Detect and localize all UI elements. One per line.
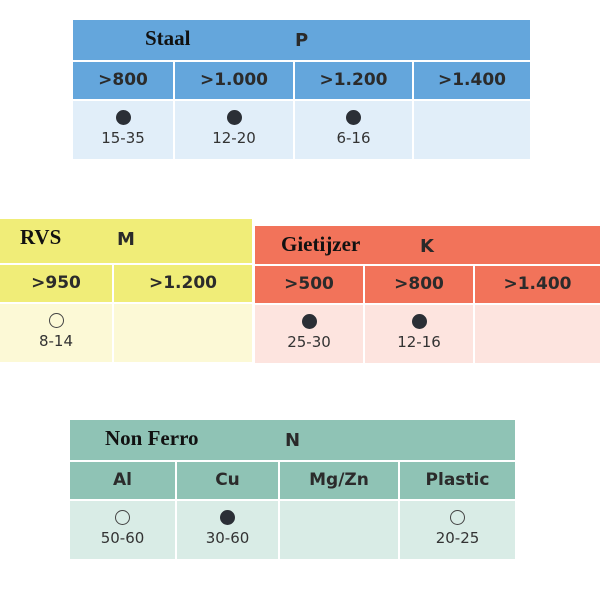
value-row: 50-60 30-60 20-25 bbox=[70, 501, 515, 559]
filled-circle-icon bbox=[301, 314, 317, 329]
header-row: Al Cu Mg/Zn Plastic bbox=[70, 462, 515, 499]
value-cell bbox=[114, 304, 252, 362]
filled-circle-icon bbox=[226, 110, 242, 125]
column-header: >500 bbox=[255, 266, 363, 303]
filled-circle-icon bbox=[220, 510, 235, 525]
iso-code: N bbox=[285, 430, 301, 451]
column-header: >1.200 bbox=[114, 265, 252, 302]
value-cell: 15-35 bbox=[73, 101, 173, 159]
table-title: Non Ferro N bbox=[70, 420, 515, 460]
open-circle-icon bbox=[48, 313, 64, 328]
value-cell: 30-60 bbox=[177, 501, 278, 559]
table-gietijzer: Gietijzer K >500 >800 >1.400 25-30 12-16 bbox=[255, 226, 600, 363]
value-cell: 25-30 bbox=[255, 305, 363, 363]
value-cell: 20-25 bbox=[400, 501, 515, 559]
material-name: RVS bbox=[20, 225, 62, 249]
value-row: 8-14 bbox=[0, 304, 252, 362]
value-cell bbox=[280, 501, 398, 559]
value-row: 15-35 12-20 6-16 bbox=[73, 101, 530, 159]
column-header: >1.200 bbox=[295, 62, 412, 99]
iso-code: P bbox=[295, 30, 309, 51]
table-staal: Staal P >800 >1.000 >1.200 >1.400 15-35 12-20 6-… bbox=[73, 20, 530, 159]
column-header: >1.000 bbox=[175, 62, 293, 99]
column-header: Plastic bbox=[400, 462, 515, 499]
column-header: Al bbox=[70, 462, 175, 499]
column-header: >800 bbox=[73, 62, 173, 99]
value-cell: 6-16 bbox=[295, 101, 412, 159]
open-circle-icon bbox=[450, 510, 465, 525]
filled-circle-icon bbox=[115, 110, 131, 125]
range-value: 30-60 bbox=[205, 529, 250, 547]
table-title: Staal P bbox=[73, 20, 530, 60]
value-cell: 12-16 bbox=[365, 305, 473, 363]
column-header: >1.400 bbox=[475, 266, 600, 303]
value-cell bbox=[475, 305, 600, 363]
filled-circle-icon bbox=[411, 314, 427, 329]
open-circle-icon bbox=[115, 510, 130, 525]
material-name: Non Ferro bbox=[105, 426, 199, 450]
range-value: 6-16 bbox=[336, 129, 371, 147]
value-cell: 12-20 bbox=[175, 101, 293, 159]
iso-code: K bbox=[420, 236, 434, 257]
value-cell bbox=[414, 101, 530, 159]
table-rvs: RVS M >950 >1.200 8-14 bbox=[0, 219, 252, 362]
range-value: 12-16 bbox=[397, 333, 441, 351]
header-row: >500 >800 >1.400 bbox=[255, 266, 600, 303]
column-header: >1.400 bbox=[414, 62, 530, 99]
table-title: RVS M bbox=[0, 219, 252, 263]
value-row: 25-30 12-16 bbox=[255, 305, 600, 363]
material-name: Staal bbox=[145, 26, 191, 50]
range-value: 8-14 bbox=[38, 332, 74, 350]
table-non-ferro: Non Ferro N Al Cu Mg/Zn Plastic 50-60 30-60 20-2… bbox=[70, 420, 515, 559]
material-name: Gietijzer bbox=[281, 232, 361, 256]
value-cell: 8-14 bbox=[0, 304, 112, 362]
range-value: 50-60 bbox=[100, 529, 145, 547]
range-value: 25-30 bbox=[287, 333, 331, 351]
column-header: >950 bbox=[0, 265, 112, 302]
range-value: 20-25 bbox=[435, 529, 480, 547]
range-value: 12-20 bbox=[212, 129, 256, 147]
range-value: 15-35 bbox=[101, 129, 145, 147]
header-row: >800 >1.000 >1.200 >1.400 bbox=[73, 62, 530, 99]
column-header: Cu bbox=[177, 462, 278, 499]
iso-code: M bbox=[117, 229, 135, 250]
filled-circle-icon bbox=[346, 110, 361, 125]
column-header: >800 bbox=[365, 266, 473, 303]
column-header: Mg/Zn bbox=[280, 462, 398, 499]
header-row: >950 >1.200 bbox=[0, 265, 252, 302]
table-title: Gietijzer K bbox=[255, 226, 600, 264]
value-cell: 50-60 bbox=[70, 501, 175, 559]
